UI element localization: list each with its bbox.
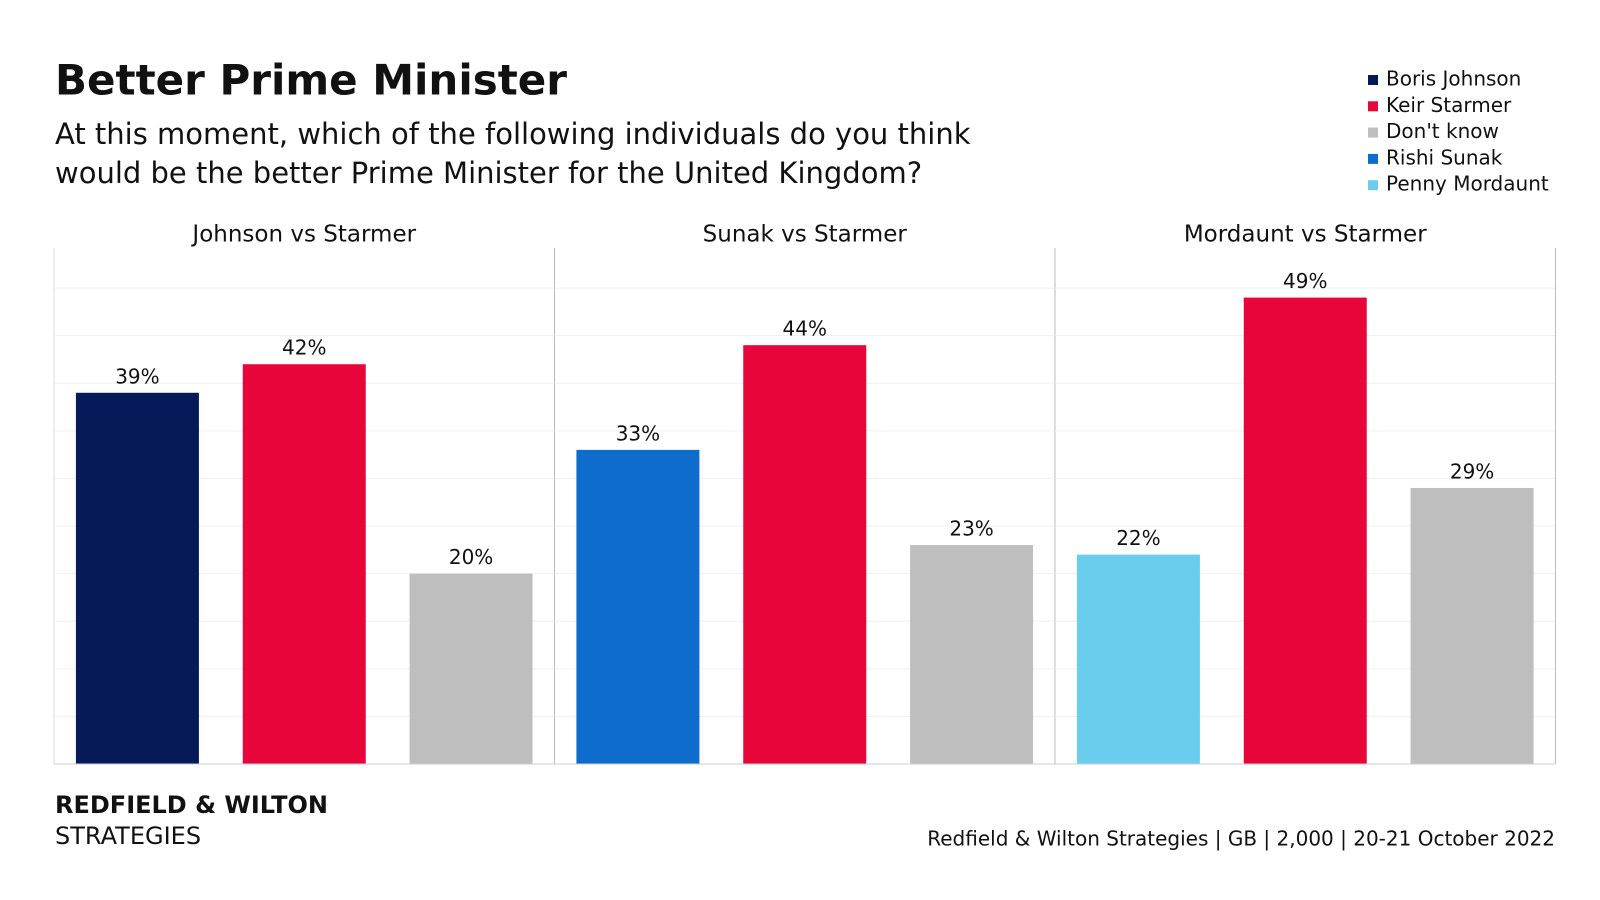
bar	[1243, 297, 1367, 764]
bar	[1076, 554, 1200, 764]
data-label: 49%	[1283, 269, 1327, 293]
legend-label: Keir Starmer	[1386, 93, 1512, 117]
bar	[1410, 487, 1534, 764]
bar	[743, 345, 867, 764]
source-note: Redfield & Wilton Strategies | GB | 2,00…	[927, 827, 1555, 851]
data-label: 33%	[616, 421, 660, 445]
data-label: 20%	[449, 545, 493, 569]
data-label: 23%	[949, 517, 993, 541]
data-label: 39%	[115, 364, 159, 388]
legend-label: Don't know	[1386, 119, 1499, 143]
legend-label: Penny Mordaunt	[1386, 172, 1549, 196]
legend-swatch	[1368, 127, 1378, 138]
data-label: 44%	[783, 317, 827, 341]
data-label: 29%	[1450, 459, 1494, 483]
bar	[75, 392, 199, 764]
panel-title: Mordaunt vs Starmer	[1184, 222, 1427, 248]
panel-title: Johnson vs Starmer	[190, 222, 416, 248]
brand: STRATEGIES	[55, 822, 201, 850]
panel-title: Sunak vs Starmer	[703, 222, 908, 248]
bar	[576, 449, 700, 764]
bar	[242, 364, 366, 764]
legend-swatch	[1368, 180, 1378, 191]
bar	[409, 573, 533, 764]
chart-title: Better Prime Minister	[55, 56, 567, 105]
legend-swatch	[1368, 153, 1378, 164]
brand: REDFIELD & WILTON	[55, 791, 328, 819]
legend-swatch	[1368, 101, 1378, 112]
chart-subtitle: At this moment, which of the following i…	[55, 117, 971, 151]
legend-swatch	[1368, 75, 1378, 85]
data-label: 42%	[282, 336, 326, 360]
bar	[910, 545, 1034, 764]
legend-label: Boris Johnson	[1386, 67, 1521, 91]
chart-subtitle: would be the better Prime Minister for t…	[55, 156, 922, 190]
legend-label: Rishi Sunak	[1386, 145, 1503, 169]
data-label: 22%	[1116, 526, 1160, 550]
